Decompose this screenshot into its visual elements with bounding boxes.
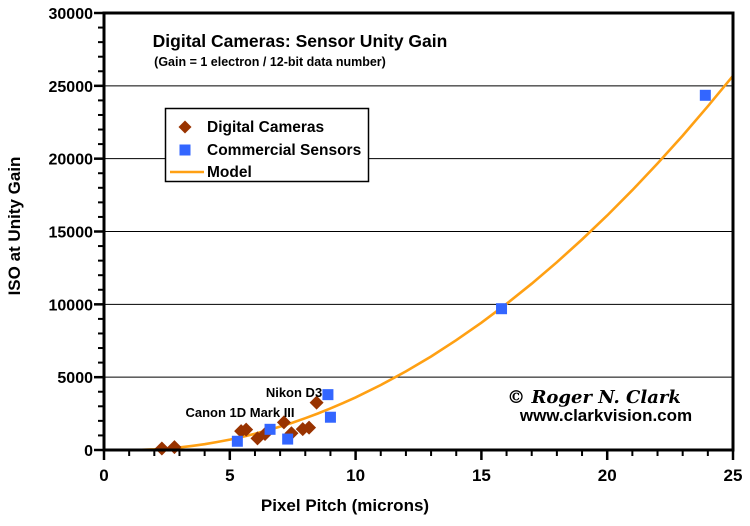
legend-box — [164, 107, 370, 183]
annotation-canon-1d-mark-iii: Canon 1D Mark III — [185, 405, 294, 420]
x-axis-label: Pixel Pitch (microns) — [261, 496, 429, 515]
data-point-commercial-sensors — [231, 435, 243, 447]
x-tick-label: 0 — [99, 466, 108, 485]
x-tick-label: 25 — [724, 466, 743, 485]
y-axis-label: ISO at Unity Gain — [5, 157, 24, 296]
x-tick-label: 20 — [598, 466, 617, 485]
y-tick-label: 25000 — [49, 79, 94, 96]
square-marker-icon — [179, 144, 191, 156]
y-tick-label: 0 — [84, 443, 93, 460]
data-point-commercial-sensors — [322, 389, 334, 401]
plot-border — [102, 11, 735, 452]
chart-subtitle: (Gain = 1 electron / 12-bit data number) — [154, 55, 386, 69]
legend-label-model: Model — [207, 164, 252, 181]
data-point-digital-cameras — [302, 420, 317, 435]
website-url: www.clarkvision.com — [519, 406, 692, 425]
axis-tick-labels: 0 5 10 15 20 25 0 5000 10000 15000 20000 25000 30000 — [49, 6, 743, 485]
data-point-commercial-sensors — [496, 303, 508, 315]
x-tick-label: 15 — [472, 466, 491, 485]
data-point-commercial-sensors — [324, 411, 336, 423]
y-tick-label: 30000 — [49, 6, 94, 23]
diamond-marker-icon — [178, 120, 192, 134]
legend-label-digital-cameras: Digital Cameras — [207, 119, 324, 136]
data-point-commercial-sensors — [282, 433, 294, 445]
model-curve-path — [132, 74, 735, 452]
y-tick-label: 5000 — [57, 370, 93, 387]
legend-label-commercial-sensors: Commercial Sensors — [207, 142, 361, 159]
data-point-digital-cameras — [276, 415, 291, 430]
x-tick-label: 10 — [346, 466, 365, 485]
y-tick-label: 15000 — [49, 225, 94, 242]
y-tick-label: 20000 — [49, 152, 94, 169]
x-tick-label: 5 — [225, 466, 234, 485]
model-curve — [132, 74, 735, 452]
copyright-signature: © Roger N. Clark — [507, 387, 681, 408]
chart-title: Digital Cameras: Sensor Unity Gain — [153, 31, 448, 51]
data-point-digital-cameras — [309, 395, 324, 410]
data-point-digital-cameras — [239, 422, 254, 437]
data-point-commercial-sensors — [264, 423, 276, 435]
data-point-commercial-sensors — [699, 89, 711, 101]
annotation-nikon-d3: Nikon D3 — [266, 385, 322, 400]
y-tick-label: 10000 — [49, 297, 94, 314]
legend: Digital Cameras Commercial Sensors Model — [164, 107, 370, 183]
